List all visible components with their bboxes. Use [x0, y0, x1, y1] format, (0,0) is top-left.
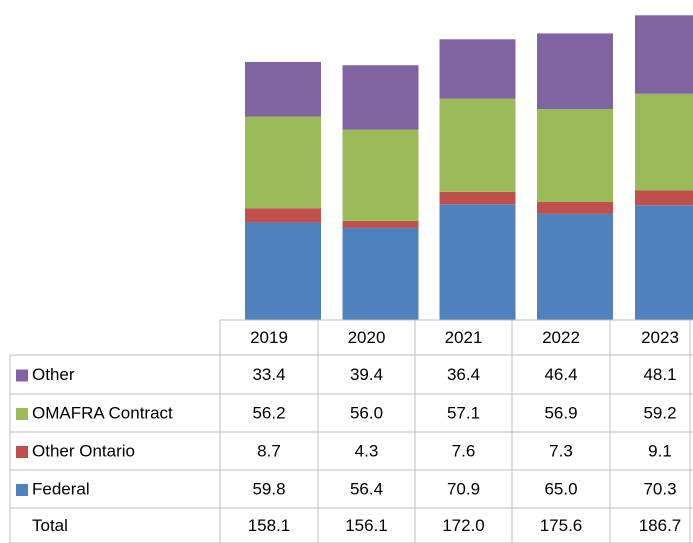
bar-segment [245, 208, 321, 223]
cell-value: 156.1 [345, 516, 388, 535]
bar-segment [537, 202, 613, 214]
cell-value: 4.3 [355, 441, 379, 460]
cell-value: 56.4 [350, 479, 383, 498]
bar-segment [342, 129, 419, 221]
cell-value: 33.4 [252, 365, 285, 384]
bar-segment [537, 33, 613, 110]
cell-value: 57.1 [447, 403, 480, 422]
bar-segment [439, 39, 516, 99]
bar-segment [635, 93, 693, 191]
cell-value: 158.1 [248, 516, 291, 535]
bar-segment [635, 205, 693, 320]
column-header: 2023 [641, 328, 679, 347]
cell-value: 7.6 [452, 441, 476, 460]
cell-value: 7.3 [549, 441, 573, 460]
bar-segment [439, 98, 516, 192]
cell-value: 59.2 [643, 403, 676, 422]
bar-segment [342, 220, 419, 228]
row-label: Total [32, 516, 68, 535]
bar-segment [635, 190, 693, 206]
cell-value: 48.1 [643, 365, 676, 384]
bar-segment [342, 227, 419, 320]
row-label: Other [32, 365, 75, 384]
bar-segment [342, 65, 419, 130]
legend-swatch [16, 408, 28, 420]
cell-value: 39.4 [350, 365, 383, 384]
column-header: 2021 [445, 328, 483, 347]
column-header: 2022 [542, 328, 580, 347]
cell-value: 36.4 [447, 365, 480, 384]
row-label: Federal [32, 479, 90, 498]
legend-swatch [16, 484, 28, 496]
cell-value: 9.1 [648, 441, 672, 460]
bar-segment [245, 61, 321, 117]
cell-value: 56.9 [544, 403, 577, 422]
legend-swatch [16, 369, 28, 382]
row-label: Other Ontario [32, 441, 135, 460]
cell-value: 175.6 [540, 516, 583, 535]
column-header: 2020 [348, 328, 386, 347]
row-label: OMAFRA Contract [32, 403, 173, 422]
cell-value: 186.7 [639, 516, 682, 535]
column-header: 2019 [250, 328, 288, 347]
cell-value: 56.0 [350, 403, 383, 422]
bar-segment [635, 15, 693, 94]
bar-segment [245, 116, 321, 209]
cell-value: 70.3 [643, 479, 676, 498]
cell-value: 172.0 [442, 516, 485, 535]
bar-segment [537, 109, 613, 203]
cell-value: 70.9 [447, 479, 480, 498]
cell-value: 65.0 [544, 479, 577, 498]
cell-value: 46.4 [544, 365, 577, 384]
bar-segment [439, 191, 516, 205]
cell-value: 8.7 [257, 441, 281, 460]
bar-segment [537, 213, 613, 320]
bar-segment [245, 222, 321, 320]
bar-segment [439, 204, 516, 320]
legend-swatch [16, 446, 28, 458]
cell-value: 56.2 [252, 403, 285, 422]
cell-value: 59.8 [252, 479, 285, 498]
